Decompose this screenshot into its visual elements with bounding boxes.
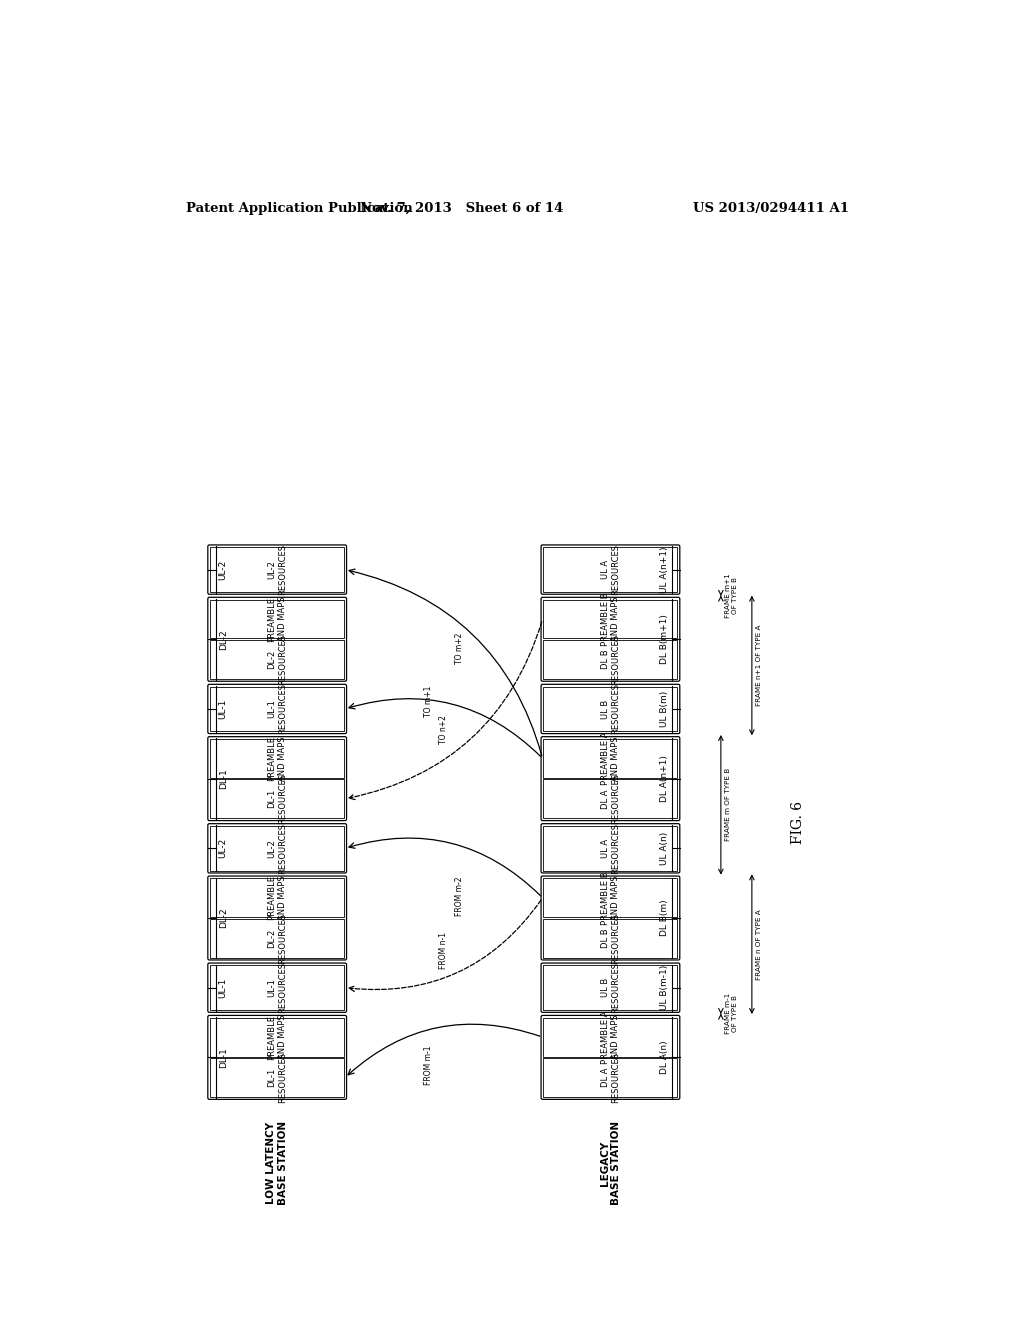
Text: DL A
RESOURCES: DL A RESOURCES xyxy=(601,1052,621,1104)
FancyBboxPatch shape xyxy=(544,1059,678,1097)
Text: FRAME m OF TYPE B: FRAME m OF TYPE B xyxy=(725,768,731,841)
Text: PREAMBLE B
AND MAPS: PREAMBLE B AND MAPS xyxy=(601,593,621,645)
Text: DL B(m): DL B(m) xyxy=(659,900,669,936)
FancyBboxPatch shape xyxy=(541,824,680,873)
Text: PREAMBLE A
AND MAPS: PREAMBLE A AND MAPS xyxy=(601,1011,621,1064)
FancyBboxPatch shape xyxy=(210,599,344,639)
Text: DL-1
RESOURCES: DL-1 RESOURCES xyxy=(267,774,287,825)
FancyBboxPatch shape xyxy=(544,686,678,731)
Text: DL-1: DL-1 xyxy=(219,1047,227,1068)
FancyBboxPatch shape xyxy=(208,597,346,681)
Text: UL A
RESOURCES: UL A RESOURCES xyxy=(601,822,621,874)
Text: UL A(n+1): UL A(n+1) xyxy=(659,546,669,593)
FancyBboxPatch shape xyxy=(544,826,678,871)
FancyBboxPatch shape xyxy=(544,1018,678,1056)
FancyBboxPatch shape xyxy=(544,739,678,777)
Text: UL B
RESOURCES: UL B RESOURCES xyxy=(601,962,621,1014)
Text: TO n+2: TO n+2 xyxy=(439,715,449,744)
Text: FROM n-1: FROM n-1 xyxy=(439,932,449,969)
Text: FRAME m+1
OF TYPE B: FRAME m+1 OF TYPE B xyxy=(725,573,737,618)
FancyBboxPatch shape xyxy=(210,640,344,678)
FancyBboxPatch shape xyxy=(210,919,344,958)
Text: DL-2
RESOURCES: DL-2 RESOURCES xyxy=(267,634,287,685)
Text: PREAMBLE
AND MAPS: PREAMBLE AND MAPS xyxy=(267,1015,287,1060)
Text: UL B(m): UL B(m) xyxy=(659,690,669,727)
Text: DL-2: DL-2 xyxy=(219,628,227,649)
Text: Nov. 7, 2013   Sheet 6 of 14: Nov. 7, 2013 Sheet 6 of 14 xyxy=(359,202,563,215)
Text: UL-2: UL-2 xyxy=(219,560,227,579)
FancyBboxPatch shape xyxy=(210,739,344,777)
Text: DL-1: DL-1 xyxy=(219,768,227,789)
FancyBboxPatch shape xyxy=(541,1015,680,1100)
FancyBboxPatch shape xyxy=(208,824,346,873)
Text: LEGACY
BASE STATION: LEGACY BASE STATION xyxy=(600,1121,622,1205)
Text: UL-1
RESOURCES: UL-1 RESOURCES xyxy=(267,684,287,734)
FancyBboxPatch shape xyxy=(544,640,678,678)
FancyBboxPatch shape xyxy=(210,1059,344,1097)
FancyBboxPatch shape xyxy=(541,876,680,960)
FancyBboxPatch shape xyxy=(544,779,678,818)
Text: FROM m-1: FROM m-1 xyxy=(424,1045,433,1085)
Text: FRAME n OF TYPE A: FRAME n OF TYPE A xyxy=(756,908,762,979)
FancyBboxPatch shape xyxy=(544,965,678,1010)
Text: UL A(n): UL A(n) xyxy=(659,832,669,865)
FancyBboxPatch shape xyxy=(210,965,344,1010)
Text: US 2013/0294411 A1: US 2013/0294411 A1 xyxy=(693,202,849,215)
Text: TO m+1: TO m+1 xyxy=(424,685,433,717)
Text: UL-2
RESOURCES: UL-2 RESOURCES xyxy=(267,544,287,595)
FancyBboxPatch shape xyxy=(210,878,344,917)
Text: DL-2: DL-2 xyxy=(219,908,227,928)
Text: PREAMBLE
AND MAPS: PREAMBLE AND MAPS xyxy=(267,875,287,920)
FancyBboxPatch shape xyxy=(208,1015,346,1100)
Text: LOW LATENCY
BASE STATION: LOW LATENCY BASE STATION xyxy=(266,1121,288,1205)
Text: DL-2
RESOURCES: DL-2 RESOURCES xyxy=(267,912,287,964)
FancyBboxPatch shape xyxy=(544,548,678,591)
Text: FROM m-2: FROM m-2 xyxy=(455,876,464,916)
FancyBboxPatch shape xyxy=(210,826,344,871)
FancyBboxPatch shape xyxy=(208,545,346,594)
FancyBboxPatch shape xyxy=(208,876,346,960)
Text: DL-1
RESOURCES: DL-1 RESOURCES xyxy=(267,1052,287,1104)
Text: Patent Application Publication: Patent Application Publication xyxy=(186,202,413,215)
FancyBboxPatch shape xyxy=(210,1018,344,1056)
Text: UL-2
RESOURCES: UL-2 RESOURCES xyxy=(267,822,287,874)
FancyBboxPatch shape xyxy=(210,548,344,591)
FancyBboxPatch shape xyxy=(210,686,344,731)
Text: UL B(m-1): UL B(m-1) xyxy=(659,965,669,1010)
Text: FRAME m-1
OF TYPE B: FRAME m-1 OF TYPE B xyxy=(725,993,737,1035)
FancyBboxPatch shape xyxy=(541,545,680,594)
FancyBboxPatch shape xyxy=(210,779,344,818)
FancyBboxPatch shape xyxy=(544,878,678,917)
FancyBboxPatch shape xyxy=(541,737,680,821)
Text: UL B
RESOURCES: UL B RESOURCES xyxy=(601,684,621,734)
Text: DL B(m+1): DL B(m+1) xyxy=(659,614,669,664)
FancyBboxPatch shape xyxy=(541,964,680,1012)
FancyBboxPatch shape xyxy=(208,684,346,734)
Text: DL A(n): DL A(n) xyxy=(659,1040,669,1074)
FancyBboxPatch shape xyxy=(208,737,346,821)
Text: UL-1: UL-1 xyxy=(219,978,227,998)
Text: TO m+2: TO m+2 xyxy=(455,632,464,664)
Text: FIG. 6: FIG. 6 xyxy=(792,801,805,843)
FancyBboxPatch shape xyxy=(541,684,680,734)
Text: DL A
RESOURCES: DL A RESOURCES xyxy=(601,774,621,825)
Text: UL-1: UL-1 xyxy=(219,698,227,719)
Text: DL B
RESOURCES: DL B RESOURCES xyxy=(601,912,621,964)
Text: DL B
RESOURCES: DL B RESOURCES xyxy=(601,634,621,685)
Text: PREAMBLE A
AND MAPS: PREAMBLE A AND MAPS xyxy=(601,731,621,785)
FancyBboxPatch shape xyxy=(541,597,680,681)
Text: PREAMBLE B
AND MAPS: PREAMBLE B AND MAPS xyxy=(601,871,621,924)
Text: DL A(n+1): DL A(n+1) xyxy=(659,755,669,803)
FancyBboxPatch shape xyxy=(544,599,678,639)
FancyBboxPatch shape xyxy=(544,919,678,958)
Text: UL A
RESOURCES: UL A RESOURCES xyxy=(601,544,621,595)
FancyBboxPatch shape xyxy=(208,964,346,1012)
Text: UL-1
RESOURCES: UL-1 RESOURCES xyxy=(267,962,287,1014)
Text: PREAMBLE
AND MAPS: PREAMBLE AND MAPS xyxy=(267,737,287,781)
Text: UL-2: UL-2 xyxy=(219,838,227,858)
Text: PREAMBLE
AND MAPS: PREAMBLE AND MAPS xyxy=(267,597,287,642)
Text: FRAME n+1 OF TYPE A: FRAME n+1 OF TYPE A xyxy=(756,624,762,706)
